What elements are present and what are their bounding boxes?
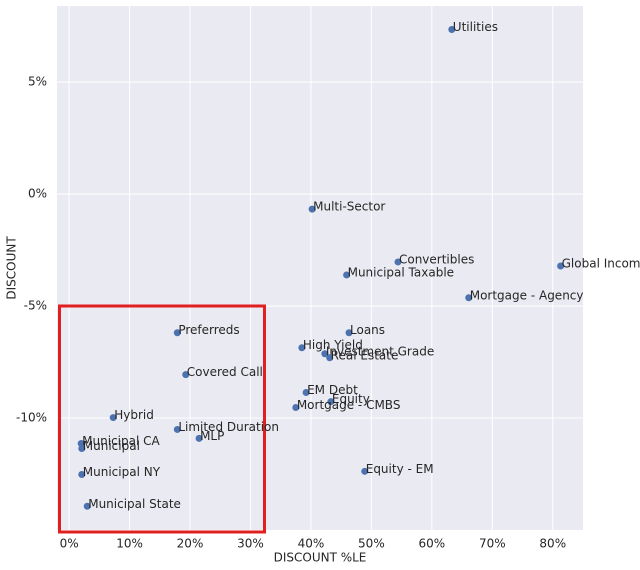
y-tick-label: -5% (24, 299, 47, 313)
point (109, 414, 117, 422)
y-axis-label: DISCOUNT (5, 236, 19, 300)
point (557, 262, 565, 270)
point-label: Mortgage - CMBS (297, 398, 401, 412)
point (327, 398, 335, 406)
x-tick-label: 0% (60, 537, 79, 551)
plot-area (57, 6, 583, 530)
x-tick-label: 50% (358, 537, 385, 551)
point (394, 258, 402, 266)
point-label: MLP (200, 429, 224, 443)
x-tick-label: 60% (419, 537, 446, 551)
point-label: Utilities (453, 20, 498, 34)
x-tick-label: 10% (116, 537, 143, 551)
y-tick-label: -10% (16, 411, 47, 425)
point-label: Municipal CA (82, 434, 160, 448)
point (448, 26, 456, 34)
point-label: Municipal NY (83, 465, 161, 479)
point (78, 470, 86, 478)
point (345, 329, 353, 337)
point (182, 371, 190, 379)
point (173, 425, 181, 433)
point-label: Preferreds (178, 323, 239, 337)
x-axis-label: DISCOUNT %LE (274, 551, 367, 565)
point-label: Equity - EM (366, 462, 434, 476)
point (326, 354, 334, 362)
point (173, 329, 181, 337)
point (195, 434, 203, 442)
point-label: Covered Call (187, 365, 263, 379)
point-label: High Yield (303, 338, 363, 352)
point-label: Municipal Taxable (348, 265, 454, 279)
y-tick-label: 0% (28, 187, 47, 201)
point (298, 344, 306, 352)
point-label: Municipal (83, 439, 140, 453)
point (321, 350, 329, 358)
point-label: Municipal State (88, 497, 181, 511)
point-label: Convertibles (399, 252, 474, 266)
point (361, 467, 369, 475)
point-label: Hybrid (114, 408, 154, 422)
point-label: Investment Grade (326, 344, 434, 358)
point (292, 404, 300, 412)
point-label: Mortgage - Agency (470, 288, 584, 302)
point (465, 294, 473, 302)
point-label: Limited Duration (178, 420, 279, 434)
point-label: Multi-Sector (313, 200, 385, 214)
point (302, 389, 310, 397)
point-label: Loans (350, 323, 385, 337)
x-tick-label: 80% (539, 537, 566, 551)
x-tick-label: 40% (298, 537, 325, 551)
x-tick-label: 70% (479, 537, 506, 551)
point (308, 205, 316, 213)
point-label: Real Estate (331, 348, 399, 362)
point (83, 502, 91, 510)
highlight-box (58, 304, 266, 534)
x-tick-label: 30% (237, 537, 264, 551)
point (343, 271, 351, 279)
point (78, 444, 86, 452)
point-label: EM Debt (307, 383, 358, 397)
point-label: Equity (332, 392, 370, 406)
x-tick-label: 20% (177, 537, 204, 551)
point-label: Global Income (562, 256, 640, 270)
y-tick-label: 5% (28, 75, 47, 89)
